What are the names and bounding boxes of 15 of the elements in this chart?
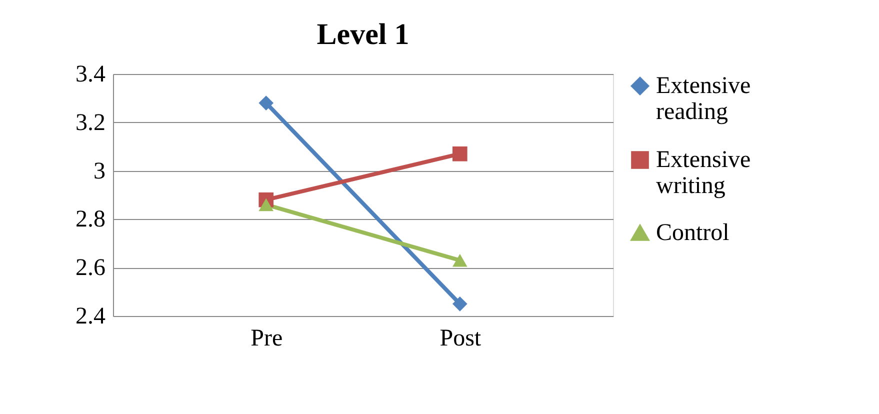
y-tick-label: 2.4: [76, 304, 106, 330]
chart-title: Level 1: [316, 18, 410, 51]
x-tick-label: Pre: [250, 326, 283, 352]
y-tick-label: 3.4: [76, 62, 106, 88]
legend-label: Extensive writing: [656, 147, 751, 199]
point: [258, 96, 274, 110]
y-tick-label: 3.2: [76, 110, 106, 136]
y-tick-label: 3: [94, 158, 106, 184]
point: [452, 296, 468, 312]
point: [452, 146, 468, 162]
legend-label: Extensive reading: [656, 73, 751, 125]
y-tick-label: 2.6: [76, 255, 106, 282]
legend-label: Control: [656, 220, 730, 246]
y-tick-label: 2.8: [76, 206, 106, 233]
x-tick-label: Post: [440, 326, 482, 352]
